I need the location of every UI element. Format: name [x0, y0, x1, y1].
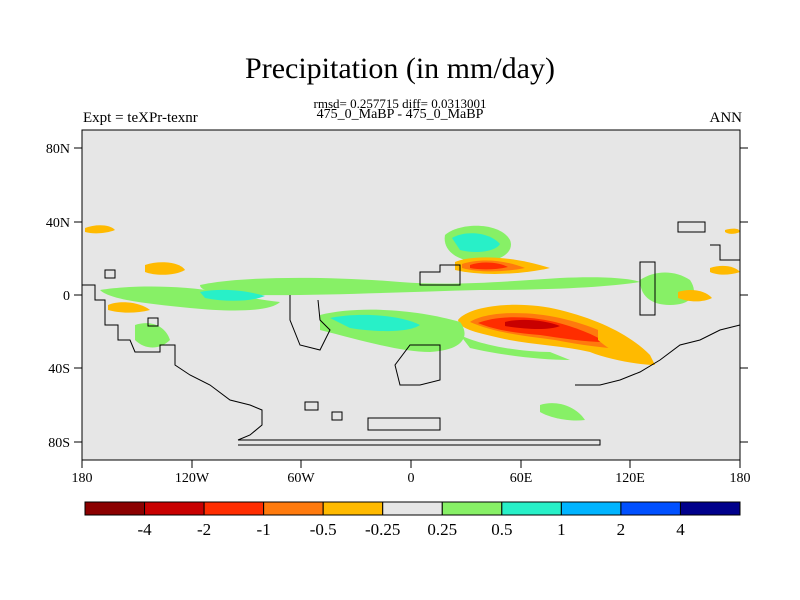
- axis-ticks: [74, 147, 748, 468]
- negative-anomaly-region: [85, 225, 115, 234]
- colorbar-label: -0.5: [310, 520, 337, 539]
- experiment-label: Expt = teXPr-texnr: [83, 110, 198, 126]
- case-label: 475_0_MaBP - 475_0_MaBP: [316, 107, 484, 122]
- colorbar-label: 2: [617, 520, 626, 539]
- colorbar-label: -4: [137, 520, 152, 539]
- positive-anomaly-region: [100, 286, 280, 311]
- negative-anomaly-region: [505, 319, 560, 329]
- colorbar-swatch: [501, 501, 562, 516]
- colorbar-label: 0.5: [491, 520, 512, 539]
- y-tick-label: 80N: [46, 142, 70, 157]
- colorbar-swatch: [322, 501, 384, 516]
- x-tick-label: 120W: [175, 471, 210, 486]
- colorbar-swatch: [263, 501, 324, 516]
- colorbar-swatch: [679, 501, 741, 516]
- colorbar: -4 -2 -1 -0.5 -0.25 0.25 0.5 1 2 4: [84, 501, 741, 539]
- negative-anomaly-region: [710, 265, 740, 275]
- colorbar-swatch: [382, 501, 443, 516]
- y-tick-label: 40N: [46, 216, 70, 231]
- colorbar-swatch: [441, 501, 503, 516]
- x-tick-label: 60E: [510, 471, 533, 486]
- negative-anomaly-region: [598, 330, 640, 359]
- colorbar-label: 4: [676, 520, 685, 539]
- colorbar-swatch: [84, 501, 146, 516]
- colorbar-label: 0.25: [427, 520, 457, 539]
- x-tick-label: 60W: [287, 471, 315, 486]
- x-tick-label: 120E: [615, 471, 645, 486]
- positive-anomaly-region: [452, 233, 500, 252]
- positive-anomaly-region: [135, 323, 170, 348]
- colorbar-swatch: [560, 501, 622, 516]
- negative-anomaly-region: [108, 302, 150, 313]
- colorbar-swatch: [203, 501, 265, 516]
- negative-anomaly-region: [725, 228, 740, 234]
- colorbar-label: -0.25: [365, 520, 400, 539]
- colorbar-swatch: [144, 501, 205, 516]
- positive-anomaly-region: [330, 314, 420, 332]
- positive-anomaly-region: [200, 289, 265, 301]
- colorbar-label: -2: [197, 520, 211, 539]
- colorbar-label: -1: [257, 520, 271, 539]
- negative-anomaly-region: [678, 290, 712, 302]
- season-label: ANN: [709, 110, 743, 126]
- y-tick-label: 80S: [48, 436, 70, 451]
- negative-anomaly-region: [470, 262, 508, 270]
- colorbar-label: 1: [557, 520, 566, 539]
- coastlines: [82, 221, 741, 446]
- x-tick-label: 180: [730, 471, 751, 486]
- x-tick-label: 180: [72, 471, 93, 486]
- y-tick-label: 0: [63, 289, 70, 304]
- y-tick-label: 40S: [48, 362, 70, 377]
- contour-fills: [85, 225, 740, 421]
- stats-label: rmsd= 0.257715 diff= 0.0313001: [313, 96, 487, 111]
- colorbar-swatch: [620, 501, 681, 516]
- positive-anomaly-region: [540, 403, 585, 421]
- x-tick-label: 0: [408, 471, 415, 486]
- positive-anomaly-region: [460, 335, 570, 360]
- plot-title: Precipitation (in mm/day): [245, 52, 555, 85]
- positive-anomaly-region: [200, 277, 640, 296]
- negative-anomaly-region: [145, 262, 185, 275]
